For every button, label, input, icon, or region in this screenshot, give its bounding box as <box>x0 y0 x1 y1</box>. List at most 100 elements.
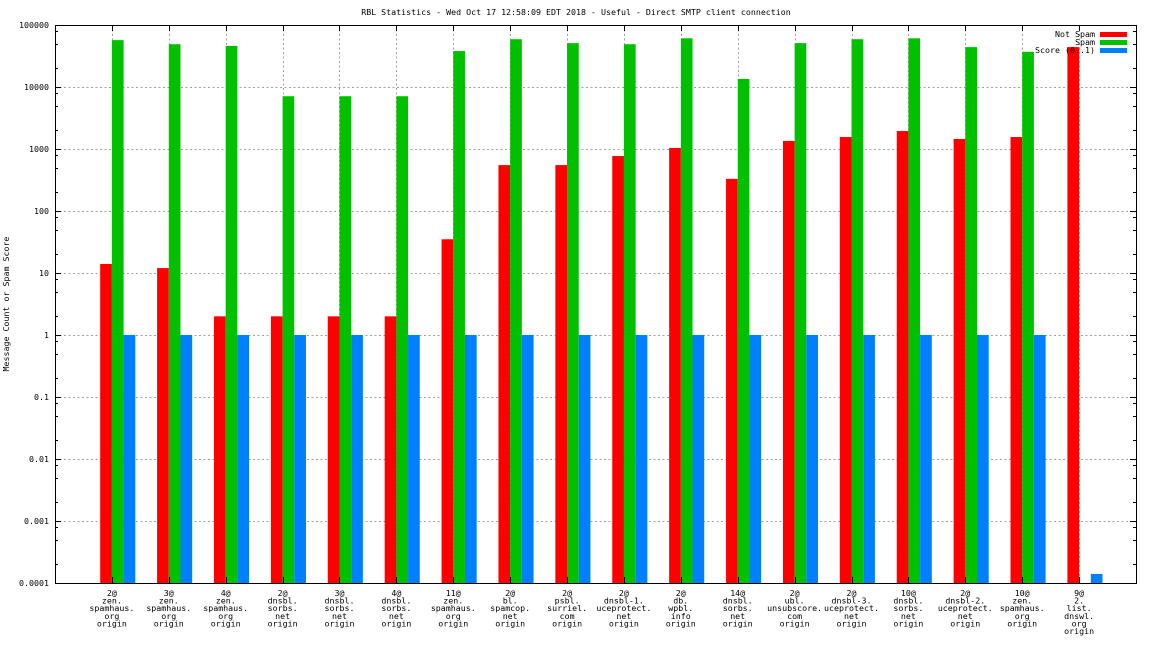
bar-spam-4 <box>282 96 295 583</box>
bar-score-4 <box>294 335 306 583</box>
x-tick-label-line: spamcop. <box>490 603 530 613</box>
x-tick-label-line: 2. <box>1074 596 1084 606</box>
axes <box>55 25 1137 584</box>
bar-not-spam-16 <box>953 139 966 583</box>
x-tick-label-line: spamhaus. <box>203 603 248 613</box>
x-tick-label-line: origin <box>1064 626 1094 636</box>
x-tick-label-line: dnswl. <box>1064 611 1094 621</box>
x-tick-label-line: net <box>901 611 916 621</box>
bar-score-2 <box>180 335 193 583</box>
x-tick-label-line: org <box>446 611 461 621</box>
bar-spam-11 <box>680 38 693 584</box>
x-tick-label-line: spamhaus. <box>1000 603 1045 613</box>
x-tick-label-line: origin <box>325 618 355 628</box>
x-tick-label-line: dnsbl. <box>325 596 355 606</box>
x-tick-label-line: net <box>616 611 631 621</box>
x-tick-label-line: 2@ <box>278 588 288 598</box>
x-tick-label-line: uceprotect. <box>596 603 651 613</box>
x-tick-label-line: net <box>332 611 347 621</box>
bar-spam-9 <box>567 43 579 583</box>
legend-item-spam: Spam <box>1075 37 1127 47</box>
bar-score-9 <box>578 335 591 583</box>
bar-not-spam-11 <box>669 147 681 583</box>
x-tick-label-line: ubl. <box>785 596 805 606</box>
y-tick-label: 1000 <box>29 144 49 154</box>
y-tick-label: 100 <box>34 206 49 216</box>
bar-score-8 <box>521 335 534 583</box>
y-tick-label: 100000 <box>19 20 49 30</box>
x-tick-label-line: dnsbl. <box>268 596 298 606</box>
bar-spam-1 <box>111 40 124 583</box>
bar-score-12 <box>749 335 762 583</box>
x-tick-label-line: net <box>275 611 290 621</box>
bar-not-spam-5 <box>327 316 340 583</box>
x-tick-label-line: origin <box>268 618 298 628</box>
x-tick-label-line: origin <box>552 618 582 628</box>
bar-spam-2 <box>168 44 181 583</box>
x-tick-label-line: 2@ <box>107 588 117 598</box>
x-tick-label-line: info <box>671 611 691 621</box>
x-tick-label-line: origin <box>154 618 184 628</box>
x-tick-labels: 2@zen.spamhaus.orgorigin3@zen.spamhaus.o… <box>89 588 1094 636</box>
x-tick-label-line: com <box>560 611 575 621</box>
x-tick-label-line: origin <box>837 618 867 628</box>
bar-spam-10 <box>623 44 636 583</box>
x-tick-label-line: sorbs. <box>723 603 753 613</box>
bar-not-spam-3 <box>213 316 226 583</box>
x-tick-label-line: net <box>389 611 404 621</box>
x-tick-label-line: origin <box>97 618 127 628</box>
x-tick-label-line: origin <box>950 618 980 628</box>
x-tick-label-line: com <box>787 611 802 621</box>
x-tick-label-line: uceprotect. <box>824 603 879 613</box>
x-tick-label-line: sorbs. <box>381 603 411 613</box>
bar-spam-16 <box>965 47 978 584</box>
x-tick-label-line: origin <box>381 618 411 628</box>
bar-not-spam-7 <box>441 239 454 583</box>
x-tick-label-line: origin <box>666 618 696 628</box>
x-tick-label-line: zen. <box>102 596 122 606</box>
bar-score-18 <box>1090 573 1103 583</box>
chart-title: RBL Statistics - Wed Oct 17 12:58:09 EDT… <box>361 7 791 17</box>
x-tick-label-line: org <box>104 611 119 621</box>
x-tick-label-line: origin <box>495 618 525 628</box>
bar-spam-6 <box>396 96 409 583</box>
legend-swatch-not-spam <box>1100 32 1127 37</box>
bar-spam-3 <box>225 45 238 584</box>
y-tick-label: 10 <box>39 268 49 278</box>
y-tick-label: 0.001 <box>24 516 49 526</box>
x-tick-label-line: net <box>730 611 745 621</box>
x-tick-label-line: org <box>218 611 233 621</box>
x-tick-label-line: zen. <box>1012 596 1032 606</box>
bar-spam-15 <box>908 38 921 584</box>
x-tick-label-line: origin <box>893 618 923 628</box>
bar-score-6 <box>408 335 420 583</box>
bar-not-spam-6 <box>384 316 397 583</box>
bar-spam-7 <box>453 51 465 584</box>
x-tick-label-line: zen. <box>443 596 463 606</box>
bar-spam-12 <box>737 78 750 584</box>
bar-score-7 <box>464 335 477 583</box>
y-tick-labels: 100000 10000 1000 100 10 1 0.1 0.01 0.001 0.0001 <box>19 20 49 588</box>
x-tick-label-line: 4@ <box>221 588 231 598</box>
x-tick-label-line: 3@ <box>164 588 174 598</box>
x-tick-label-line: origin <box>609 618 639 628</box>
plot-border <box>55 25 1137 584</box>
x-tick-label-line: 10@ <box>901 588 916 598</box>
bar-not-spam-12 <box>726 178 738 583</box>
y-tick-label: 10000 <box>24 82 49 92</box>
bar-score-15 <box>920 335 932 583</box>
bar-score-11 <box>692 335 705 583</box>
x-tick-label-line: wpbl. <box>668 603 693 613</box>
x-tick-label-line: surriel. <box>547 603 587 613</box>
